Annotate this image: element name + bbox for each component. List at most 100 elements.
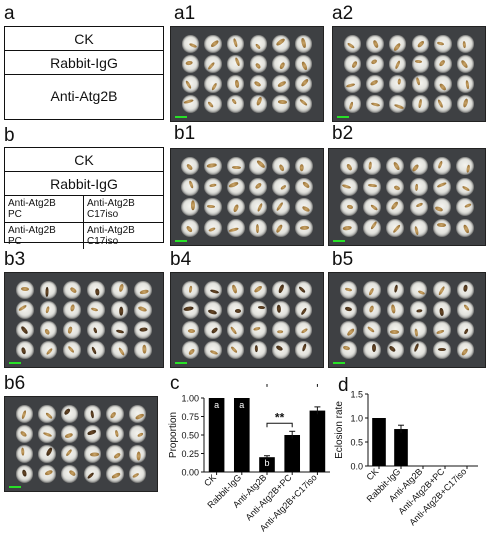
scale-bar [333,362,345,364]
larva [278,99,288,104]
well [432,218,451,237]
photo-b1 [170,148,324,246]
well [16,301,34,319]
bar [372,418,386,466]
photo-b3 [4,272,164,368]
well [226,177,245,196]
y-tick-label: 0.25 [181,449,199,459]
well [362,157,381,176]
scale-bar [175,116,187,118]
scale-bar [175,362,187,364]
scale-bar [175,240,187,242]
larva [187,328,195,334]
bar [208,398,225,472]
table-a-igg-label: Rabbit-IgG [50,54,118,71]
well [411,75,430,93]
bar [394,429,408,466]
table-a-row-igg: Rabbit-IgG [5,51,163,75]
significance-stars: ** [275,410,285,424]
y-tick-label: 0.75 [181,412,199,422]
well [249,321,268,339]
larva [299,163,304,172]
well [249,157,268,176]
well [386,321,405,339]
y-axis-label: Eclosion rate [334,401,345,459]
larva [276,304,282,313]
y-tick-label: 0.50 [181,431,199,441]
table-a-row-ck: CK [5,27,163,51]
table-b-cell: Anti-Atg2B C17iso [84,196,163,223]
larva [438,347,446,352]
scale-bar [333,240,345,242]
larva [20,447,25,456]
well [409,321,428,339]
panel-label-b: b [4,125,15,146]
well [60,465,79,483]
layout-table-b: CK Rabbit-IgG Anti-Atg2B PC Anti-Atg2B C17… [4,147,164,249]
bar [284,435,301,472]
y-tick-label: 1.00 [181,394,199,404]
y-axis-label: Proportion [168,412,179,458]
significance-bracket [266,422,293,428]
x-tick-label: CK [364,466,380,482]
well [456,157,475,176]
larva [371,344,376,353]
larva [234,308,241,313]
y-tick-label: 0.0 [350,462,363,472]
layout-table-a: CK Rabbit-IgG Anti-Atg2B [4,26,164,120]
table-b-treatment-grid: Anti-Atg2B PC Anti-Atg2B C17iso Anti-Atg2B… [5,196,163,249]
larva [255,224,259,233]
photo-a2 [332,26,486,122]
y-tick-label: 1.0 [350,414,363,424]
x-tick-label: CK [202,472,218,488]
panel-label-b4: b4 [170,249,192,270]
table-a-anti-label: Anti-Atg2B [50,88,118,104]
well [272,95,290,113]
well [409,198,428,217]
table-b-cell: Anti-Atg2B PC [5,196,84,223]
well [409,177,428,196]
well [456,301,475,319]
well [60,405,79,423]
well [226,55,245,73]
chart-c-proportion: 0.000.250.500.751.00ProportionaCKaRabbit… [168,384,330,533]
bar [233,398,250,472]
significance-letter: a [239,400,244,410]
photo-b2 [328,148,486,246]
panel-label-b5: b5 [332,249,354,270]
photo-b6 [4,396,158,492]
well [181,95,200,113]
well [249,301,268,319]
well [432,157,451,176]
y-tick-label: 0.00 [181,468,199,478]
significance-bracket [266,384,318,387]
photo-b5 [328,272,486,368]
well [409,218,428,237]
larva [141,344,147,353]
photo-b4 [170,272,324,368]
well [128,405,147,423]
table-b-row-igg: Rabbit-IgG [5,172,163,196]
panel-label-a1: a1 [174,3,196,24]
y-tick-label: 0.5 [350,438,363,448]
table-b-cell: Anti-Atg2B PC [5,223,84,249]
well [366,55,384,73]
panel-label-b3: b3 [4,249,26,270]
table-b-igg-label: Rabbit-IgG [50,175,118,192]
well [294,157,313,176]
panel-label-b2: b2 [332,123,354,144]
significance-letter: a [214,400,219,410]
well [411,55,430,73]
photo-a1 [170,26,324,122]
bar [259,457,275,472]
table-b-row-ck: CK [5,148,163,172]
scale-bar [9,486,21,488]
well [432,177,451,196]
larva [119,306,123,316]
panel-label-b1: b1 [174,123,196,144]
panel-label-a: a [4,3,15,24]
larva [44,286,49,297]
scale-bar [9,362,21,364]
scale-bar [337,116,349,118]
